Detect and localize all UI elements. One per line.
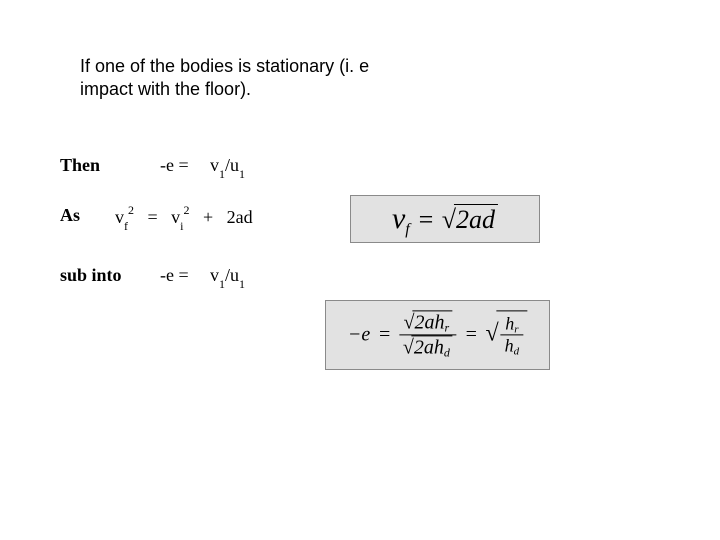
eq1-eq: = — [417, 205, 435, 234]
label-then: Then — [60, 155, 100, 175]
eq2-eq1: = — [376, 323, 394, 345]
then-rhs: v1/u1 — [210, 155, 245, 180]
as-expr: vf2 = vi2 + 2ad — [115, 205, 253, 232]
equation-box-e: −e = 2ahr 2ahd = hr hd — [325, 300, 550, 370]
row-then: Then — [60, 155, 100, 176]
label-as: As — [60, 205, 80, 225]
row-as: As — [60, 205, 80, 226]
intro-line1: If one of the bodies is stationary (i. e — [80, 56, 369, 76]
then-lhs: -e = — [160, 155, 189, 176]
eq2-frac1: 2ahr 2ahd — [399, 311, 457, 360]
eq2-radical-outer: hr hd — [485, 310, 527, 358]
eq1-vf-sub: f — [405, 221, 409, 238]
eq2-eq2: = — [462, 323, 480, 345]
intro-line2: impact with the floor). — [80, 79, 251, 99]
equation-box-vf: vf = 2ad — [350, 195, 540, 243]
eq1-vf: v — [392, 202, 405, 235]
eq1-radical: 2ad — [442, 204, 498, 235]
label-subinto: sub into — [60, 265, 122, 285]
subinto-rhs: v1/u1 — [210, 265, 245, 290]
row-subinto: sub into — [60, 265, 122, 286]
intro-text: If one of the bodies is stationary (i. e… — [80, 55, 420, 102]
eq2-lhs: −e — [348, 323, 370, 345]
subinto-lhs: -e = — [160, 265, 189, 286]
